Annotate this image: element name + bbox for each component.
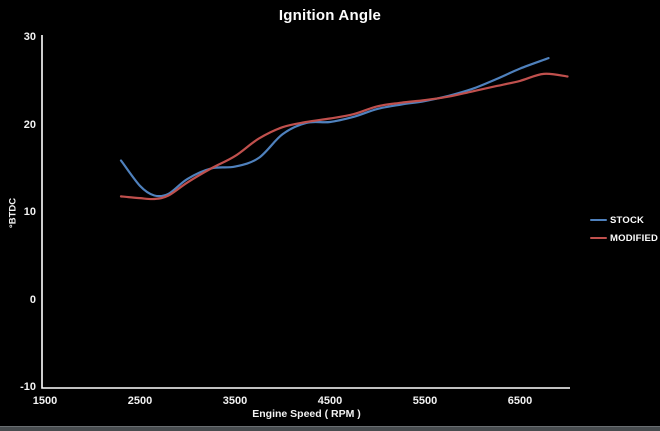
x-tick-label: 4500 bbox=[317, 395, 343, 407]
x-tick-label: 3500 bbox=[222, 395, 248, 407]
y-tick-label: -10 bbox=[20, 381, 36, 393]
x-tick-label: 2500 bbox=[127, 395, 153, 407]
y-tick-label: 30 bbox=[23, 31, 36, 43]
x-tick-label: 5500 bbox=[412, 395, 438, 407]
stock-line-swatch bbox=[590, 218, 607, 222]
y-tick-label: 0 bbox=[29, 294, 36, 306]
x-tick-label: 6500 bbox=[507, 395, 533, 407]
series-line-stock[interactable] bbox=[119, 57, 550, 198]
series-line-modified[interactable] bbox=[119, 72, 569, 201]
legend: STOCK MODIFIED bbox=[590, 211, 658, 247]
legend-label-modified: MODIFIED bbox=[610, 232, 659, 244]
chart-title: Ignition Angle bbox=[278, 7, 382, 24]
modified-line-swatch bbox=[590, 236, 607, 240]
legend-label-stock: STOCK bbox=[610, 214, 645, 226]
y-tick-label: 20 bbox=[23, 119, 36, 131]
x-tick-label: 1500 bbox=[32, 395, 58, 407]
x-axis-title: Engine Speed ( RPM ) bbox=[252, 408, 361, 420]
legend-item-stock[interactable]: STOCK bbox=[590, 211, 658, 229]
window-bottom-edge bbox=[0, 426, 660, 431]
y-axis-title: °BTDC bbox=[7, 197, 19, 229]
y-tick-label: 10 bbox=[23, 206, 36, 218]
axis-lines bbox=[41, 35, 570, 389]
legend-item-modified[interactable]: MODIFIED bbox=[590, 229, 658, 247]
